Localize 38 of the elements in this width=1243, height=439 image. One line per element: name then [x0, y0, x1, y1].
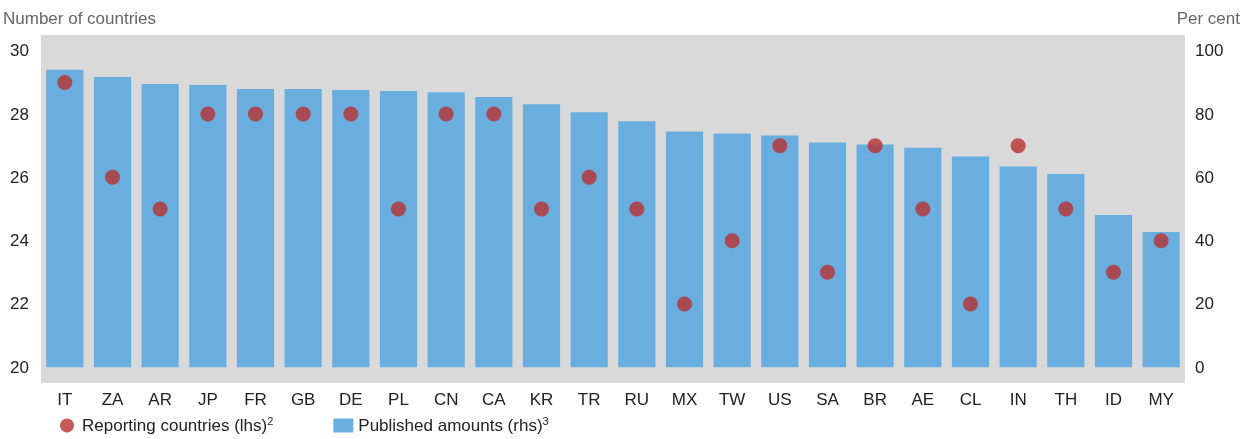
x-tick-label: IT	[57, 390, 73, 409]
y-tick-label: 24	[10, 231, 29, 251]
x-tick-label: US	[768, 390, 792, 409]
y2-axis-title: Per cent	[1176, 9, 1241, 28]
x-tick-label: MX	[671, 390, 698, 409]
x-tick-label: MY	[1148, 390, 1174, 409]
y-tick-label: 20	[10, 357, 29, 377]
y-axis-title: Number of countries	[3, 9, 157, 28]
y-tick-label: 26	[10, 167, 29, 187]
x-tick-label: CA	[482, 390, 507, 409]
x-tick-label: AE	[911, 390, 935, 409]
y2-tick-label: 100	[1195, 41, 1224, 61]
x-tick-label: ZA	[101, 390, 125, 409]
x-tick-label: SA	[816, 390, 840, 409]
x-tick-label: GB	[290, 390, 316, 409]
x-tick-label: JP	[197, 390, 218, 409]
x-tick-label: BR	[863, 390, 887, 409]
y2-tick-label: 20	[1195, 294, 1214, 314]
x-tick-label: DE	[339, 390, 363, 409]
x-tick-label: IN	[1009, 390, 1027, 409]
x-tick-label: ID	[1105, 390, 1122, 409]
x-tick-label: FR	[244, 390, 267, 409]
x-tick-label: AR	[148, 390, 172, 409]
x-tick-label: TR	[577, 390, 601, 409]
x-tick-label: TW	[718, 390, 746, 409]
y2-tick-label: 40	[1195, 231, 1214, 251]
x-tick-label: CN	[433, 390, 459, 409]
x-tick-label: KR	[529, 390, 554, 409]
x-tick-label: TH	[1054, 390, 1078, 409]
x-tick-label: PL	[388, 390, 409, 409]
y-tick-label: 28	[10, 104, 29, 124]
y-tick-label: 30	[10, 41, 29, 61]
y2-tick-label: 80	[1195, 104, 1214, 124]
y2-tick-label: 0	[1195, 357, 1205, 377]
x-tick-label: CL	[959, 390, 982, 409]
y2-tick-label: 60	[1195, 167, 1214, 187]
y-tick-label: 22	[10, 294, 29, 314]
x-tick-label: RU	[624, 390, 650, 409]
